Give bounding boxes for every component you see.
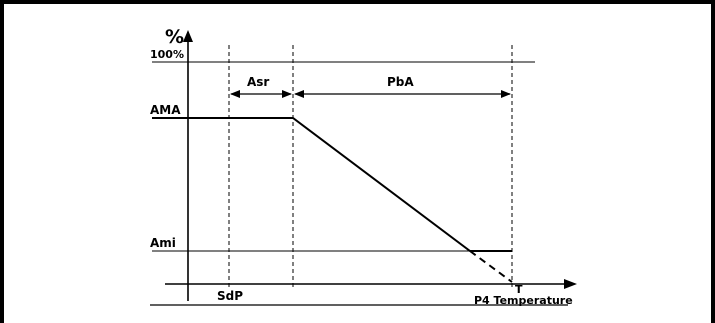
x-axis-label: P4 Temperature — [474, 294, 573, 307]
y-axis-unit-label: % — [165, 26, 184, 48]
characteristic-curve-extension — [469, 250, 513, 283]
band-second-label: PbA — [387, 75, 414, 89]
y-axis-arrowhead — [183, 30, 193, 42]
max-percent-label: 100% — [150, 48, 184, 61]
x-axis-arrowhead — [564, 279, 577, 289]
lower-level-label: Ami — [150, 236, 176, 250]
characteristic-curve-upper — [152, 117, 512, 252]
setpoint-label: SdP — [217, 289, 243, 303]
band-first-label: Asr — [247, 75, 269, 89]
end-marker-label: T — [515, 283, 523, 296]
upper-level-label: AMA — [150, 103, 181, 117]
